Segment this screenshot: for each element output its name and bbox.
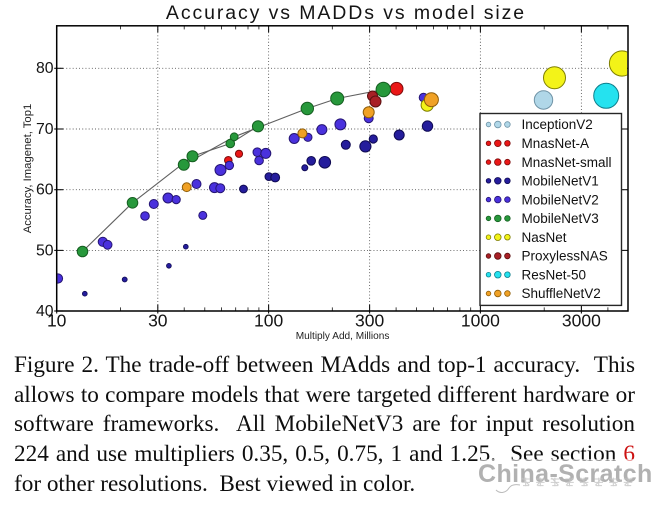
svg-text:10: 10 (47, 311, 67, 331)
svg-text:30: 30 (148, 311, 168, 331)
svg-text:60: 60 (36, 182, 54, 199)
svg-text:Accuracy vs MADDs vs model siz: Accuracy vs MADDs vs model size (166, 2, 526, 24)
svg-text:Multiply Add, Millions: Multiply Add, Millions (296, 331, 390, 342)
svg-text:MobileNetV2: MobileNetV2 (522, 192, 599, 207)
svg-text:InceptionV2: InceptionV2 (522, 117, 593, 132)
svg-text:70: 70 (36, 121, 54, 138)
svg-text:1000: 1000 (461, 311, 500, 331)
svg-text:100: 100 (254, 311, 283, 331)
svg-text:3000: 3000 (562, 311, 601, 331)
svg-text:ShuffleNetV2: ShuffleNetV2 (522, 286, 601, 301)
svg-text:MobileNetV1: MobileNetV1 (522, 174, 599, 189)
svg-text:Accuracy, Imagenet, Top1: Accuracy, Imagenet, Top1 (22, 104, 34, 234)
svg-text:MnasNet-small: MnasNet-small (522, 155, 612, 170)
svg-text:NasNet: NasNet (522, 230, 567, 245)
svg-text:80: 80 (36, 60, 54, 77)
svg-text:300: 300 (355, 311, 384, 331)
svg-text:MobileNetV3: MobileNetV3 (522, 211, 599, 226)
svg-text:ProxylessNAS: ProxylessNAS (522, 249, 608, 264)
svg-text:MnasNet-A: MnasNet-A (522, 136, 590, 151)
svg-text:ResNet-50: ResNet-50 (522, 267, 587, 282)
svg-text:40: 40 (36, 303, 54, 320)
svg-text:50: 50 (36, 242, 54, 259)
